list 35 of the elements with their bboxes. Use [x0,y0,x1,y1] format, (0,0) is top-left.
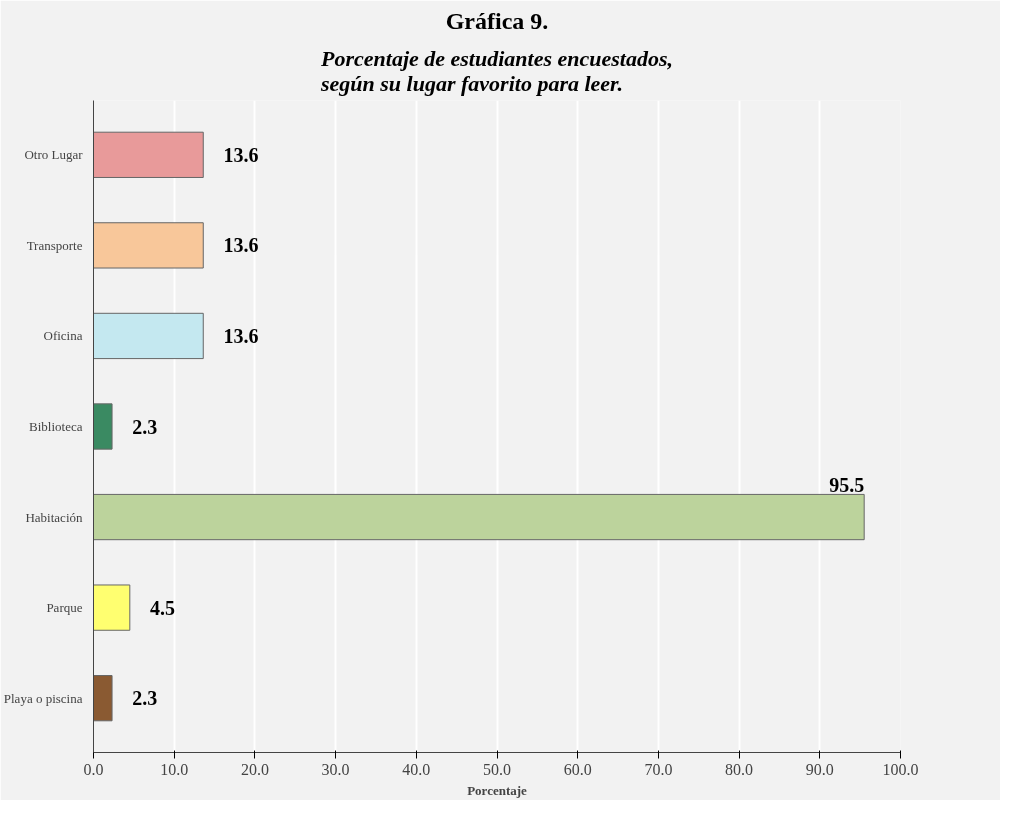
data-label: 95.5 [829,473,865,496]
x-tick-label: 40.0 [402,760,431,778]
data-label: 2.3 [132,687,158,710]
data-label: 13.6 [223,143,259,166]
bar [93,584,131,631]
bar [93,222,204,269]
y-tick-label: Habitación [25,509,83,525]
y-tick-label: Transporte [26,237,83,253]
bar [93,403,113,450]
data-label: 4.5 [149,596,175,619]
x-tick-label: 10.0 [160,760,189,778]
bar [93,675,113,722]
x-tick-label: 70.0 [644,760,673,778]
x-tick-label: 50.0 [483,760,511,778]
x-tick-label: 80.0 [725,760,754,778]
x-tick-label: 100.0 [882,760,919,778]
data-label: 2.3 [132,415,158,438]
y-tick-label: Playa o piscina [3,690,83,706]
x-tick-label: 20.0 [240,760,269,778]
x-tick-label: 60.0 [563,760,592,778]
x-axis-title: Porcentaje [467,782,528,798]
bar [93,493,865,541]
data-label: 13.6 [223,324,259,347]
y-tick-label: Biblioteca [29,419,83,434]
data-label: 13.6 [223,234,259,257]
chart-subtitle: Porcentaje de estudiantes encuestados, según su lugar favorito para leer. [320,45,673,96]
chart-title: Gráfica 9. [445,7,549,34]
x-tick-label: 0.0 [83,760,104,778]
y-tick-label: Parque [46,600,83,616]
y-tick-label: Otro Lugar [24,147,84,163]
x-tick-label: 90.0 [805,760,834,778]
y-tick-label: Oficina [43,328,83,344]
bar [93,312,204,360]
x-tick-label: 30.0 [321,760,350,778]
bar [93,131,204,178]
